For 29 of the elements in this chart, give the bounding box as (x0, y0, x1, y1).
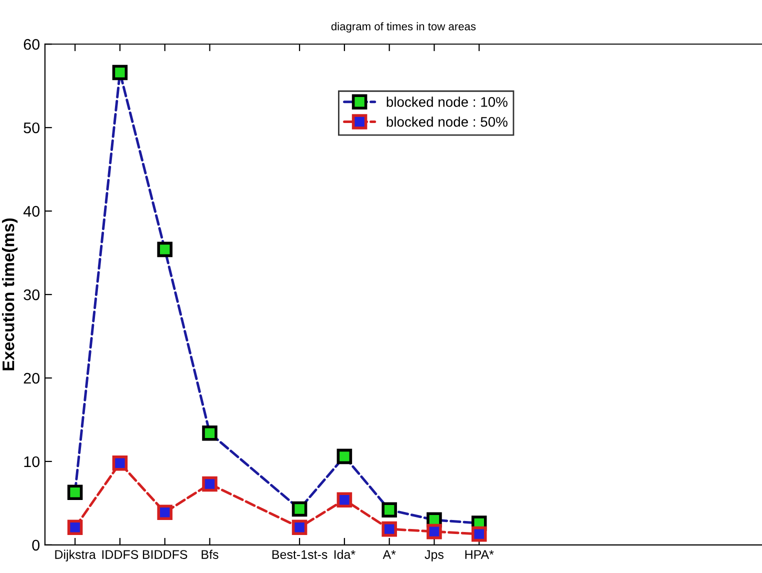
y-tick-label: 30 (24, 289, 40, 300)
point (112, 455, 128, 471)
chart-title: diagram of times in tow areas (331, 22, 476, 33)
point (292, 520, 308, 536)
y-tick-label: 0 (32, 540, 40, 551)
x-tick-label: Jps (424, 550, 444, 562)
x-tick-label: Ida* (334, 550, 356, 559)
x-tick-label: HPA* (465, 550, 494, 559)
y-tick-label: 60 (24, 38, 40, 50)
legend-label: blocked node : 50% (386, 116, 508, 127)
point (202, 476, 218, 492)
point (157, 504, 172, 520)
point (471, 526, 487, 542)
y-tick-label: 40 (23, 206, 40, 217)
legend-label: blocked node : 10% (386, 96, 508, 107)
x-tick-label: IDDFS (102, 550, 138, 559)
y-tick-label: 10 (24, 456, 40, 468)
point (67, 520, 83, 536)
point (426, 524, 442, 540)
x-tick-label: BIDDFS (142, 550, 188, 559)
x-tick-label: Best-1st-s (272, 550, 328, 559)
y-axis-title: Execution time(ms) (2, 218, 18, 370)
y-tick-label: 50 (24, 122, 40, 134)
x-tick-label: Bfs (202, 550, 218, 559)
x-tick-label: A* (382, 550, 396, 559)
point (382, 521, 397, 537)
y-tick-label: 20 (24, 372, 40, 384)
point (336, 492, 352, 508)
x-tick-label: Dijkstra (55, 550, 96, 562)
